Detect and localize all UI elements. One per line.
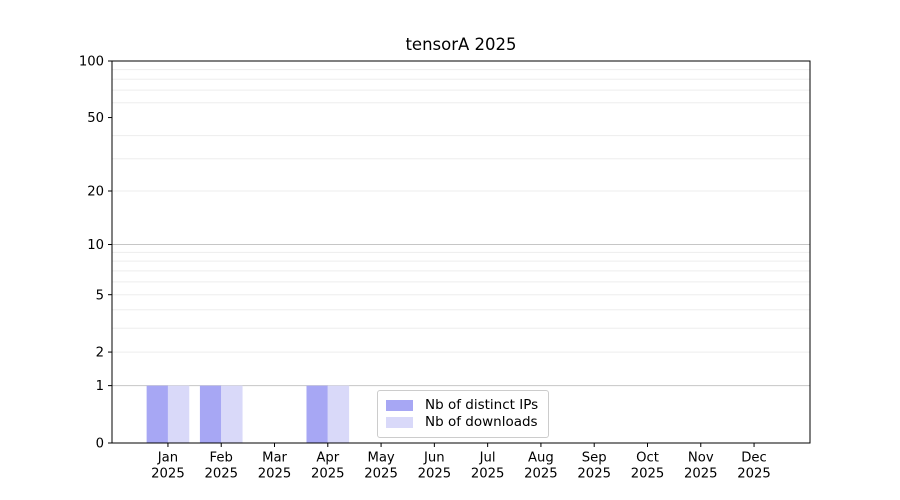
- legend-item-downloads: Nb of downloads: [386, 415, 538, 430]
- x-tick-label-year: 2025: [471, 467, 505, 482]
- x-tick-label-year: 2025: [311, 467, 345, 482]
- x-tick-label-month: Mar: [262, 451, 287, 466]
- x-tick-label-month: Aug: [528, 451, 554, 466]
- x-tick-label-month: Oct: [636, 451, 659, 466]
- y-tick-label: 20: [87, 185, 104, 200]
- x-tick-label-year: 2025: [418, 467, 452, 482]
- x-tick-label-year: 2025: [151, 467, 185, 482]
- x-tick-label-month: Nov: [688, 451, 714, 466]
- bar-downloads-jan: [167, 385, 190, 443]
- y-tick-label: 2: [96, 346, 104, 361]
- x-tick-label-month: Jun: [423, 451, 445, 466]
- x-tick-label-year: 2025: [737, 467, 771, 482]
- x-tick-label-month: Apr: [316, 451, 339, 466]
- axes-spines: [111, 60, 811, 444]
- legend-item-distinct-ips: Nb of distinct IPs: [386, 398, 538, 413]
- x-tick-label-month: Jul: [479, 451, 496, 466]
- y-tick-label: 0: [96, 437, 104, 452]
- y-tick-label: 10: [87, 238, 104, 253]
- legend-swatch-downloads-icon: [386, 417, 413, 428]
- y-tick-label: 1: [96, 379, 104, 394]
- x-tick-label-year: 2025: [258, 467, 292, 482]
- x-tick-label-year: 2025: [364, 467, 398, 482]
- bar-distinct-ips-feb: [199, 385, 222, 443]
- legend-swatch-distinct-ips-icon: [386, 400, 413, 411]
- legend: Nb of distinct IPs Nb of downloads: [377, 390, 550, 438]
- x-tick-label-year: 2025: [204, 467, 238, 482]
- legend-label-distinct-ips: Nb of distinct IPs: [425, 397, 539, 413]
- x-tick-label-month: Sep: [582, 451, 607, 466]
- x-tick-label-month: Feb: [210, 451, 233, 466]
- y-tick-label: 50: [87, 111, 104, 126]
- x-tick-label-month: Jan: [157, 451, 178, 466]
- x-tick-label-month: Dec: [741, 451, 767, 466]
- x-tick-label-year: 2025: [524, 467, 558, 482]
- bar-downloads-apr: [327, 385, 350, 443]
- bar-distinct-ips-apr: [306, 385, 328, 443]
- x-tick-label-year: 2025: [684, 467, 718, 482]
- y-tick-label: 5: [96, 288, 104, 303]
- x-tick-label-month: May: [367, 451, 394, 466]
- bar-distinct-ips-jan: [146, 385, 168, 443]
- bar-downloads-feb: [221, 385, 243, 443]
- chart-title: tensorA 2025: [405, 35, 517, 54]
- y-tick-label: 100: [79, 55, 104, 70]
- x-tick-label-year: 2025: [577, 467, 611, 482]
- x-tick-label-year: 2025: [631, 467, 665, 482]
- legend-label-downloads: Nb of downloads: [425, 414, 538, 430]
